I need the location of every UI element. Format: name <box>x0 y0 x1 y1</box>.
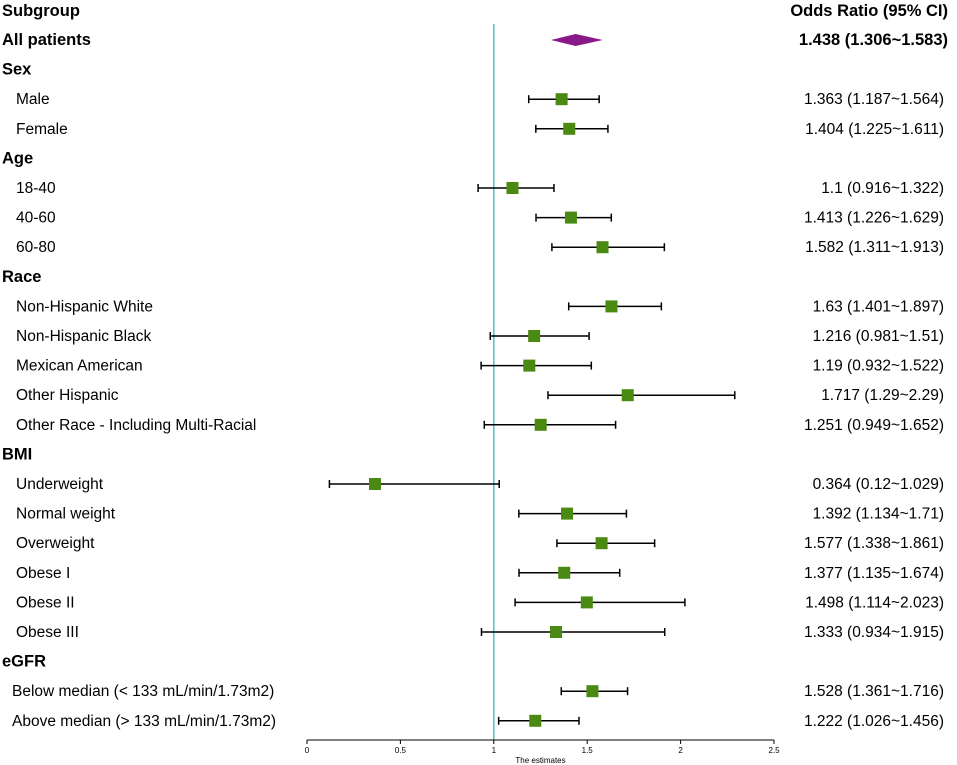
x-tick-label: 0 <box>305 746 310 755</box>
row-estimate-text: 1.63 (1.401~1.897) <box>813 298 944 315</box>
forest-row: Other Race - Including Multi-Racial 1.251… <box>16 417 944 434</box>
row-estimate-text: 1.404 (1.225~1.611) <box>805 121 944 138</box>
forest-row: Obese III 1.333 (0.934~1.915) <box>16 624 944 641</box>
point-estimate <box>561 507 574 520</box>
forest-row: 18-40 1.1 (0.916~1.322) <box>16 180 944 197</box>
row-label: Mexican American <box>16 358 143 375</box>
row-estimate-text: 1.582 (1.311~1.913) <box>805 239 944 256</box>
row-label: Obese II <box>16 594 75 611</box>
row-label: BMI <box>2 445 32 463</box>
row-label: Sex <box>2 61 32 79</box>
row-estimate-text: 1.216 (0.981~1.51) <box>813 328 944 345</box>
forest-row: eGFR <box>2 653 46 671</box>
subgroup-header: Subgroup <box>2 2 80 20</box>
point-estimate <box>555 93 568 106</box>
row-label: Non-Hispanic White <box>16 298 153 315</box>
point-estimate <box>534 418 547 431</box>
row-label: Normal weight <box>16 506 116 523</box>
forest-row: 40-60 1.413 (1.226~1.629) <box>16 210 944 227</box>
row-estimate-text: 1.392 (1.134~1.71) <box>813 506 944 523</box>
row-estimate-text: 1.1 (0.916~1.322) <box>821 180 944 197</box>
row-label: Age <box>2 149 33 167</box>
forest-row: Non-Hispanic White 1.63 (1.401~1.897) <box>16 298 944 315</box>
forest-row: Mexican American 1.19 (0.932~1.522) <box>16 358 944 375</box>
row-label: Obese I <box>16 565 70 582</box>
row-label: 18-40 <box>16 180 56 197</box>
point-estimate <box>596 241 609 254</box>
row-label: Other Hispanic <box>16 387 119 404</box>
forest-row: All patients 1.438 (1.306~1.583) <box>2 31 948 49</box>
forest-row: Above median (> 133 mL/min/1.73m2) 1.222 … <box>12 713 944 730</box>
point-estimate <box>563 122 576 135</box>
x-tick-label: 0.5 <box>395 746 407 755</box>
row-label: eGFR <box>2 653 46 671</box>
row-estimate-text: 0.364 (0.12~1.029) <box>813 476 944 493</box>
x-tick-label: 1.5 <box>582 746 594 755</box>
row-label: Race <box>2 268 41 286</box>
point-estimate <box>564 211 577 224</box>
point-estimate <box>586 685 599 698</box>
forest-row: Age <box>2 149 33 167</box>
forest-row: Obese I 1.377 (1.135~1.674) <box>16 565 944 582</box>
row-label: Overweight <box>16 535 95 552</box>
point-estimate <box>506 182 519 194</box>
row-estimate-text: 1.251 (0.949~1.652) <box>804 417 944 434</box>
point-estimate <box>595 537 608 550</box>
row-label: All patients <box>2 31 91 49</box>
forest-row: Underweight 0.364 (0.12~1.029) <box>16 476 944 493</box>
forest-row: Female 1.404 (1.225~1.611) <box>16 121 944 138</box>
point-estimate <box>605 300 618 313</box>
row-estimate-text: 1.333 (0.934~1.915) <box>804 624 944 641</box>
forest-row: Other Hispanic 1.717 (1.29~2.29) <box>16 387 944 404</box>
row-estimate-text: 1.717 (1.29~2.29) <box>821 387 944 404</box>
x-tick-label: 1 <box>492 746 497 755</box>
forest-row: Obese II 1.498 (1.114~2.023) <box>16 594 944 611</box>
forest-row: Below median (< 133 mL/min/1.73m2) 1.528 … <box>12 683 944 700</box>
odds-ratio-header: Odds Ratio (95% CI) <box>790 2 948 20</box>
forest-row: 60-80 1.582 (1.311~1.913) <box>16 239 944 256</box>
overall-diamond <box>550 34 603 46</box>
forest-row: Sex <box>2 61 32 79</box>
point-estimate <box>558 566 571 579</box>
point-estimate <box>550 626 563 638</box>
row-label: 60-80 <box>16 239 56 256</box>
row-label: Other Race - Including Multi-Racial <box>16 417 256 434</box>
forest-row: BMI <box>2 445 32 463</box>
row-label: Underweight <box>16 476 104 493</box>
x-tick-label: 2.5 <box>768 746 780 755</box>
row-estimate-text: 1.222 (1.026~1.456) <box>804 713 944 730</box>
row-label: Male <box>16 91 50 108</box>
row-estimate-text: 1.363 (1.187~1.564) <box>804 91 944 108</box>
point-estimate <box>368 478 381 490</box>
forest-row: Male 1.363 (1.187~1.564) <box>16 91 944 108</box>
row-label: 40-60 <box>16 210 56 227</box>
forest-row: Overweight 1.577 (1.338~1.861) <box>16 535 944 552</box>
point-estimate <box>621 389 634 402</box>
row-label: Non-Hispanic Black <box>16 328 151 345</box>
point-estimate <box>580 596 593 609</box>
point-estimate <box>523 359 536 372</box>
row-estimate-text: 1.413 (1.226~1.629) <box>804 210 944 227</box>
row-label: Female <box>16 121 68 138</box>
row-estimate-text: 1.577 (1.338~1.861) <box>804 535 944 552</box>
row-estimate-text: 1.19 (0.932~1.522) <box>813 358 944 375</box>
point-estimate <box>529 714 542 727</box>
row-label: Obese III <box>16 624 79 641</box>
row-estimate-text: 1.377 (1.135~1.674) <box>804 565 944 582</box>
point-estimate <box>528 330 541 342</box>
forest-row: Normal weight 1.392 (1.134~1.71) <box>16 506 944 523</box>
x-tick-label: 2 <box>678 746 683 755</box>
x-axis-label: The estimates <box>515 756 565 765</box>
forest-row: Non-Hispanic Black 1.216 (0.981~1.51) <box>16 328 944 345</box>
row-label: Below median (< 133 mL/min/1.73m2) <box>12 683 274 700</box>
row-estimate-text: 1.498 (1.114~2.023) <box>805 594 944 611</box>
row-estimate-text: 1.438 (1.306~1.583) <box>799 31 948 49</box>
forest-row: Race <box>2 268 41 286</box>
row-estimate-text: 1.528 (1.361~1.716) <box>804 683 944 700</box>
row-label: Above median (> 133 mL/min/1.73m2) <box>12 713 276 730</box>
